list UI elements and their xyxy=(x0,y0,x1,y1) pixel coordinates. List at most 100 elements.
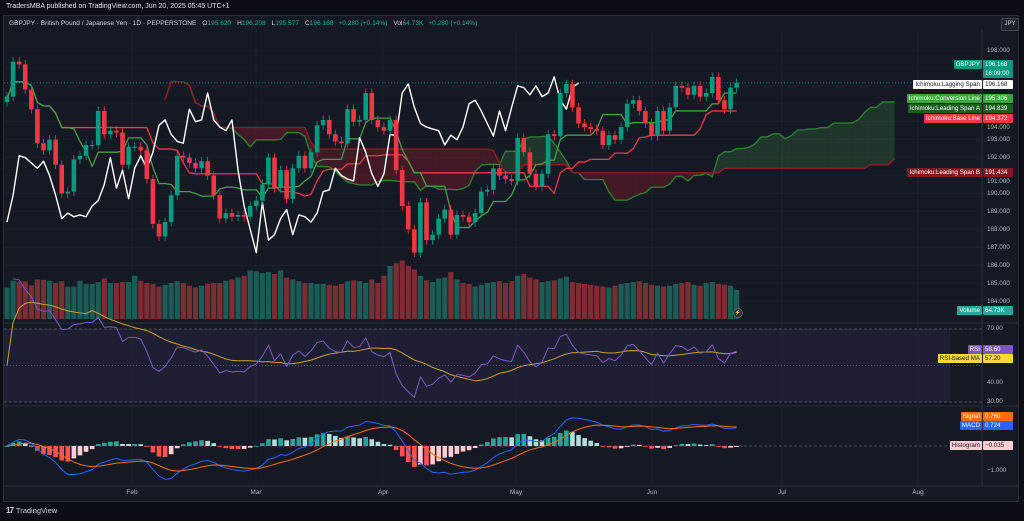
candle xyxy=(308,147,314,173)
candle-body xyxy=(697,85,703,97)
ichimoku-cloud-segment xyxy=(286,127,293,133)
candle-body xyxy=(181,155,186,158)
macd-histogram-bar xyxy=(430,446,435,465)
tradingview-logo[interactable]: 17 TradingView xyxy=(6,506,57,515)
ichimoku-cloud-segment xyxy=(815,127,822,169)
volume-bar xyxy=(132,275,138,319)
candle-body xyxy=(728,87,733,110)
candle-body xyxy=(545,134,551,174)
candle-body xyxy=(612,135,618,140)
volume-bar xyxy=(296,281,302,319)
macd-histogram-bar xyxy=(290,439,296,446)
candle xyxy=(351,104,356,127)
candle xyxy=(399,165,405,211)
ichimoku-cloud-segment xyxy=(450,149,457,190)
ichimoku-cloud-segment xyxy=(663,172,670,188)
candle-body xyxy=(630,100,636,104)
ichimoku-cloud-segment xyxy=(481,149,488,166)
volume-bar xyxy=(126,282,132,319)
candle xyxy=(47,135,52,155)
volume-change: +0.280 (+0.14%) xyxy=(428,20,478,27)
candle-body xyxy=(253,200,259,206)
macd-histogram-bar xyxy=(424,446,429,466)
ichimoku-cloud-segment xyxy=(329,149,336,172)
macd-histogram-bar xyxy=(22,442,28,446)
chart-frame[interactable] xyxy=(3,15,1019,502)
candle-body xyxy=(53,139,58,165)
macd-histogram-bar xyxy=(314,434,320,446)
volume-bar xyxy=(95,282,101,319)
candle xyxy=(630,95,636,109)
macd-histogram-bar xyxy=(600,446,606,447)
macd-histogram-bar xyxy=(363,437,369,446)
volume-bar xyxy=(217,283,223,319)
ichimoku-leading-span-b-tag-name: Ichimoku:Leading Span B xyxy=(907,168,982,177)
volume-bar xyxy=(405,265,411,319)
currency-button[interactable]: JPY xyxy=(1001,18,1019,31)
volume-bar xyxy=(174,281,180,319)
macd-histogram-bar xyxy=(709,444,715,446)
signal-tag-value: 0.760 xyxy=(983,412,1013,421)
candle-body xyxy=(381,127,387,131)
candle-body xyxy=(302,155,308,169)
symbol-legend: GBPJPY · British Pound / Japanese Yen · … xyxy=(9,20,477,27)
candle xyxy=(521,133,527,157)
candle xyxy=(649,119,654,141)
candle xyxy=(679,81,685,93)
ichimoku-cloud-segment xyxy=(681,172,688,181)
candle-body xyxy=(393,119,399,171)
candle-body xyxy=(600,130,606,146)
volume-bar xyxy=(527,277,533,319)
volume-bar xyxy=(630,282,636,319)
price-tick-label: 184.000 xyxy=(987,297,1010,305)
histogram-tag-name: Histogram xyxy=(949,441,982,450)
candle xyxy=(405,201,411,234)
ichimoku-cloud-segment xyxy=(760,136,767,169)
volume-bar xyxy=(381,275,387,319)
volume-bar xyxy=(83,283,89,319)
candle xyxy=(643,106,648,128)
ichimoku-cloud-segment xyxy=(852,119,859,169)
macd-histogram-bar xyxy=(412,446,417,467)
macd-histogram-bar xyxy=(10,442,16,446)
macd-histogram-bar xyxy=(545,437,551,446)
lightning-icon[interactable]: ⚡ xyxy=(733,308,743,318)
candle xyxy=(430,230,435,245)
macd-histogram-bar xyxy=(436,446,441,462)
volume-bar xyxy=(636,281,642,319)
candle-body xyxy=(290,168,296,199)
volume-bar xyxy=(22,281,28,319)
volume-bar xyxy=(350,280,357,319)
volume-bar xyxy=(59,281,65,319)
volume-bar xyxy=(606,287,612,319)
candle-body xyxy=(521,137,527,153)
macd-histogram-bar xyxy=(472,446,478,449)
macd-histogram-bar xyxy=(594,443,600,446)
candle-body xyxy=(478,191,484,214)
time-tick-label: May xyxy=(509,489,523,496)
tradingview-logo-icon: 17 xyxy=(6,506,14,515)
macd-histogram-bar xyxy=(235,446,241,450)
candle xyxy=(211,171,217,200)
candle xyxy=(314,120,320,157)
ichimoku-cloud-segment xyxy=(785,135,792,169)
macd-histogram-bar xyxy=(405,446,411,463)
macd-histogram-bar xyxy=(387,444,393,446)
candle xyxy=(600,126,606,150)
volume-bar xyxy=(454,279,460,319)
candle-body xyxy=(363,93,369,120)
macd-histogram-bar xyxy=(114,441,119,446)
macd-histogram-bar xyxy=(588,440,593,446)
macd-histogram-bar xyxy=(576,435,581,446)
volume-bar xyxy=(326,284,332,319)
volume-bar xyxy=(393,263,399,319)
candle xyxy=(253,196,259,211)
macd-histogram-bar xyxy=(272,439,277,446)
candle-body xyxy=(144,150,150,180)
symbol-title[interactable]: GBPJPY · British Pound / Japanese Yen · … xyxy=(9,20,197,27)
volume-bar xyxy=(205,283,211,319)
volume-bar xyxy=(192,287,199,319)
volume-bar xyxy=(144,283,150,319)
ichimoku-cloud-segment xyxy=(469,149,476,186)
